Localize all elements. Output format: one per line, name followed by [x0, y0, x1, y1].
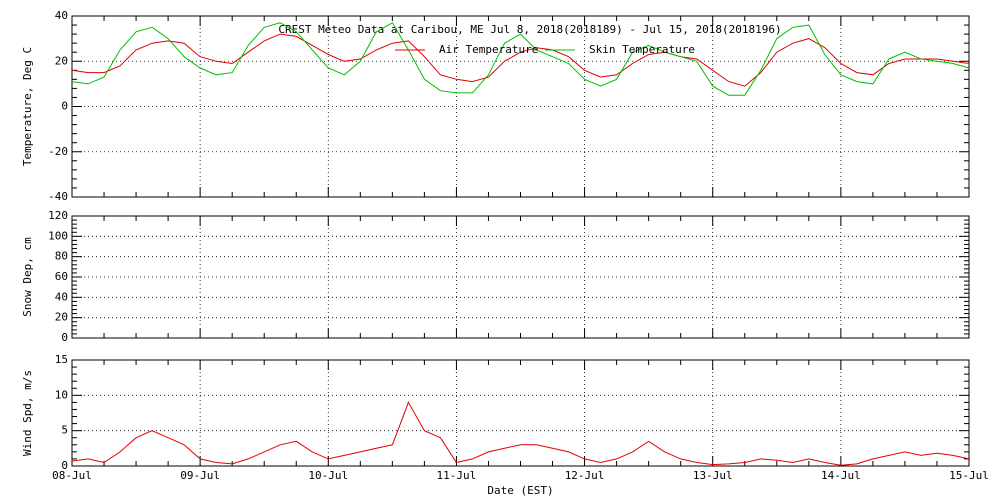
- y-tick-label: 10: [55, 388, 68, 401]
- y-tick-label: 15: [55, 353, 68, 366]
- y-tick-label: 80: [55, 250, 68, 263]
- y-tick-label: 0: [61, 331, 68, 344]
- x-tick-label: 14-Jul: [821, 469, 861, 482]
- x-tick-label: 15-Jul: [949, 469, 989, 482]
- x-tick-label: 10-Jul: [308, 469, 348, 482]
- plot-frame: [71, 359, 970, 467]
- data-line: [71, 22, 970, 96]
- y-tick-label: 100: [48, 229, 68, 242]
- data-line: [71, 401, 970, 466]
- y-axis-label: Wind Spd, m/s: [21, 370, 34, 456]
- x-tick-label: 09-Jul: [180, 469, 220, 482]
- x-axis-label: Date (EST): [487, 484, 553, 497]
- legend-label: Skin Temperature: [589, 43, 695, 56]
- y-axis-label: Temperature, Deg C: [21, 47, 34, 166]
- x-tick-label: 11-Jul: [437, 469, 477, 482]
- chart-title: CREST Meteo Data at Caribou, ME Jul 8, 2…: [278, 23, 781, 36]
- y-tick-label: 0: [61, 459, 68, 472]
- legend-label: Air Temperature: [439, 43, 538, 56]
- x-tick-label: 13-Jul: [693, 469, 733, 482]
- y-tick-label: 20: [55, 311, 68, 324]
- y-tick-label: 60: [55, 270, 68, 283]
- y-tick-label: 40: [55, 9, 68, 22]
- y-tick-label: 5: [61, 424, 68, 437]
- y-tick-label: 20: [55, 54, 68, 67]
- y-tick-label: 120: [48, 209, 68, 222]
- x-tick-label: 08-Jul: [52, 469, 92, 482]
- data-line: [71, 33, 970, 87]
- y-tick-label: -40: [48, 190, 68, 203]
- y-tick-label: 0: [61, 100, 68, 113]
- x-tick-label: 12-Jul: [565, 469, 605, 482]
- y-tick-label: 40: [55, 290, 68, 303]
- y-tick-label: -20: [48, 145, 68, 158]
- y-axis-label: Snow Dep, cm: [21, 237, 34, 317]
